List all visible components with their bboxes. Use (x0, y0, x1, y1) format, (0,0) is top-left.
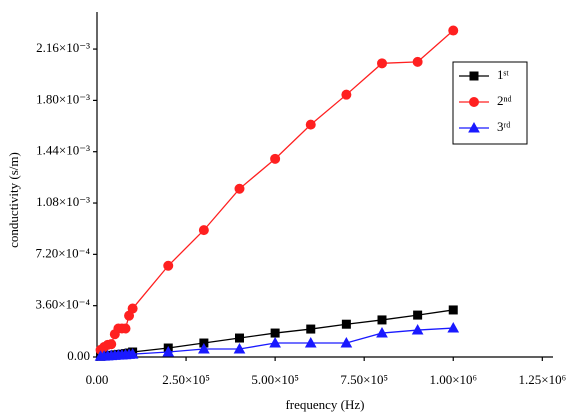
marker (234, 183, 245, 194)
marker (448, 25, 459, 36)
marker (469, 97, 479, 107)
marker (306, 324, 316, 334)
x-tick-label: 7.50×10⁵ (340, 372, 388, 387)
marker (341, 319, 351, 329)
y-tick-label: 1.08×10⁻³ (36, 194, 90, 209)
marker (198, 225, 209, 236)
y-tick-label: 0.00 (67, 348, 90, 363)
marker (163, 260, 174, 271)
marker (469, 71, 479, 81)
x-tick-label: 1.25×10⁶ (519, 372, 567, 387)
series-line (100, 30, 454, 351)
marker (198, 342, 210, 354)
x-tick-label: 2.50×10⁵ (162, 372, 210, 387)
marker (377, 58, 387, 69)
legend-label: 3ʳᵈ (497, 119, 510, 134)
y-tick-label: 1.80×10⁻³ (36, 91, 90, 106)
marker (233, 342, 246, 354)
x-axis-label: frequency (Hz) (285, 397, 364, 412)
marker (269, 336, 281, 348)
marker (340, 336, 353, 348)
marker (468, 121, 480, 133)
marker (106, 339, 117, 350)
marker (235, 333, 244, 343)
legend-label: 2ⁿᵈ (497, 93, 512, 108)
x-tick-label: 0.00 (86, 372, 109, 387)
marker (270, 153, 281, 164)
legend-label: 1ˢᵗ (497, 67, 509, 82)
marker (376, 327, 388, 338)
y-tick-label: 7.20×10⁻⁴ (36, 245, 91, 260)
marker (304, 336, 317, 348)
y-axis-label: conductivity (s/m) (6, 152, 21, 248)
marker (120, 323, 131, 334)
marker (162, 345, 175, 357)
marker (412, 56, 423, 67)
marker (411, 324, 424, 335)
y-tick-label: 1.44×10⁻³ (36, 143, 90, 158)
x-tick-label: 5.00×10⁵ (251, 372, 299, 387)
marker (270, 328, 280, 338)
marker (341, 89, 352, 100)
y-tick-label: 2.16×10⁻³ (36, 40, 90, 55)
marker (377, 315, 387, 325)
marker (447, 322, 460, 333)
marker (413, 310, 423, 320)
marker (127, 303, 138, 314)
marker (305, 119, 316, 130)
marker (448, 305, 458, 315)
legend-box (452, 61, 528, 145)
x-tick-label: 1.00×10⁶ (429, 372, 477, 387)
marker (126, 348, 139, 359)
y-tick-label: 3.60×10⁻⁴ (36, 297, 91, 312)
